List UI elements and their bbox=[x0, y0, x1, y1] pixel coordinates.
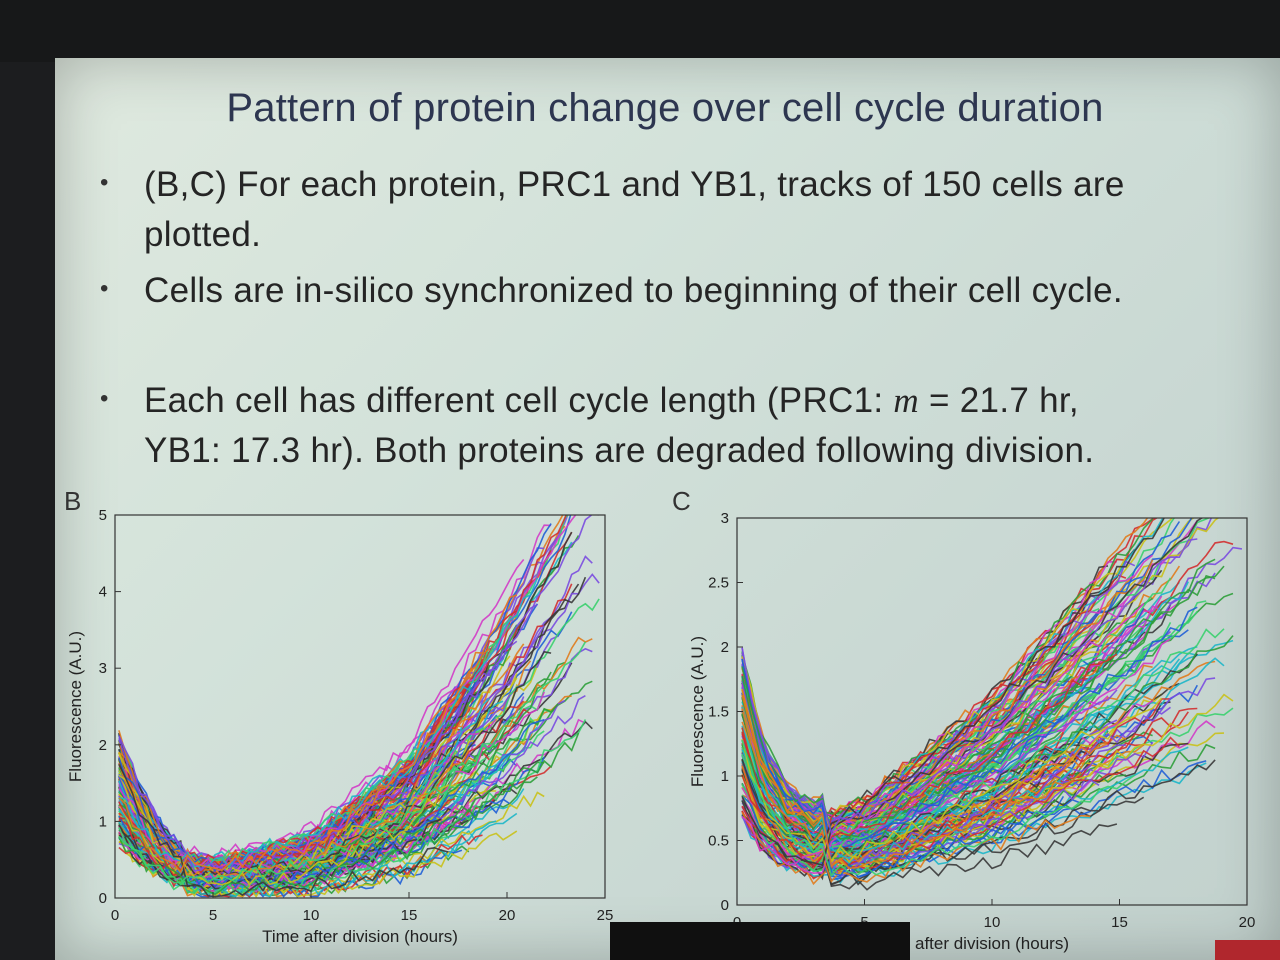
bullet-dot: • bbox=[100, 275, 109, 302]
track-line bbox=[118, 719, 545, 890]
track-line bbox=[118, 774, 463, 886]
track-line bbox=[741, 740, 1136, 878]
track-line bbox=[741, 694, 1082, 870]
bullet-text: Cells are in-silico synchronized to begi… bbox=[144, 271, 1123, 310]
track-line bbox=[741, 725, 1109, 864]
y-tick-label: 3 bbox=[99, 660, 107, 677]
track-line bbox=[118, 729, 484, 881]
x-tick-label: 15 bbox=[401, 907, 418, 924]
track-line bbox=[741, 603, 1145, 865]
y-tick-label: 5 bbox=[99, 507, 107, 524]
bullet-dot: • bbox=[100, 385, 109, 412]
plot-frame bbox=[114, 514, 606, 899]
track-line bbox=[741, 746, 1189, 878]
x-tick-label: 10 bbox=[303, 907, 320, 924]
x-tick-label: 20 bbox=[1239, 914, 1256, 931]
track-group bbox=[741, 518, 1243, 891]
y-tick-label: 3 bbox=[721, 510, 729, 527]
track-line bbox=[741, 538, 1198, 835]
track-line bbox=[118, 719, 587, 895]
bullet-text-part: YB1: 17.3 hr). Both proteins are degrade… bbox=[144, 431, 1095, 470]
track-line bbox=[741, 638, 1171, 848]
y-tick-label: 2 bbox=[721, 639, 729, 656]
panel-label-c: C bbox=[672, 486, 691, 516]
y-tick-label: 0.5 bbox=[708, 833, 729, 850]
track-line bbox=[741, 614, 1127, 864]
bullet-text: Each cell has different cell cycle lengt… bbox=[144, 376, 1204, 476]
track-line bbox=[118, 648, 490, 874]
track-line bbox=[118, 641, 587, 884]
x-tick-label: 25 bbox=[597, 907, 614, 924]
track-line bbox=[741, 653, 1198, 869]
track-line bbox=[741, 556, 1127, 823]
track-line bbox=[741, 518, 1166, 844]
bullet-text-part: = 21.7 hr, bbox=[919, 381, 1079, 420]
x-tick-label: 10 bbox=[984, 914, 1001, 931]
y-tick-label: 1.5 bbox=[708, 704, 729, 721]
y-axis-label: Fluorescence (A.U.) bbox=[66, 631, 85, 782]
x-tick-label: 20 bbox=[499, 907, 516, 924]
track-line bbox=[118, 764, 449, 898]
track-line bbox=[118, 818, 442, 893]
y-tick-label: 0 bbox=[99, 890, 107, 907]
track-line bbox=[741, 638, 1100, 832]
track-line bbox=[741, 560, 1136, 867]
y-tick-label: 2.5 bbox=[708, 575, 729, 592]
y-tick-label: 1 bbox=[99, 813, 107, 830]
bullet-text: (B,C) For each protein, PRC1 and YB1, tr… bbox=[144, 165, 1125, 254]
track-line bbox=[741, 708, 1109, 867]
screen-occluder bbox=[610, 922, 910, 960]
x-tick-label: 0 bbox=[111, 907, 119, 924]
mean-symbol: m bbox=[893, 381, 919, 420]
y-tick-label: 2 bbox=[99, 737, 107, 754]
y-tick-label: 0 bbox=[721, 897, 729, 914]
track-line bbox=[118, 697, 490, 881]
track-line bbox=[741, 518, 1204, 867]
y-axis-label: Fluorescence (A.U.) bbox=[688, 636, 707, 787]
room-background bbox=[0, 0, 1280, 62]
track-line bbox=[741, 558, 1216, 840]
track-line bbox=[741, 765, 1091, 883]
track-line bbox=[741, 758, 1118, 891]
panel-label-b: B bbox=[64, 486, 82, 516]
x-tick-label: 5 bbox=[209, 907, 217, 924]
y-tick-label: 1 bbox=[721, 768, 729, 785]
bullet-dot: • bbox=[100, 169, 109, 196]
track-group bbox=[118, 515, 600, 898]
track-line bbox=[741, 658, 1181, 857]
red-object bbox=[1215, 940, 1280, 960]
track-line bbox=[118, 717, 463, 874]
y-tick-label: 4 bbox=[99, 584, 107, 601]
bullet-text-part: Each cell has different cell cycle lengt… bbox=[144, 381, 894, 420]
x-axis-label: after division (hours) bbox=[915, 934, 1069, 953]
track-line bbox=[741, 700, 1154, 861]
track-line bbox=[118, 650, 552, 881]
track-line bbox=[741, 664, 1100, 878]
track-line bbox=[741, 518, 1165, 840]
track-line bbox=[118, 577, 539, 868]
x-tick-label: 15 bbox=[1111, 914, 1128, 931]
x-axis-label: Time after division (hours) bbox=[262, 927, 458, 946]
track-line bbox=[741, 706, 1073, 875]
track-line bbox=[741, 659, 1065, 879]
slide-title: Pattern of protein change over cell cycl… bbox=[226, 86, 1104, 130]
